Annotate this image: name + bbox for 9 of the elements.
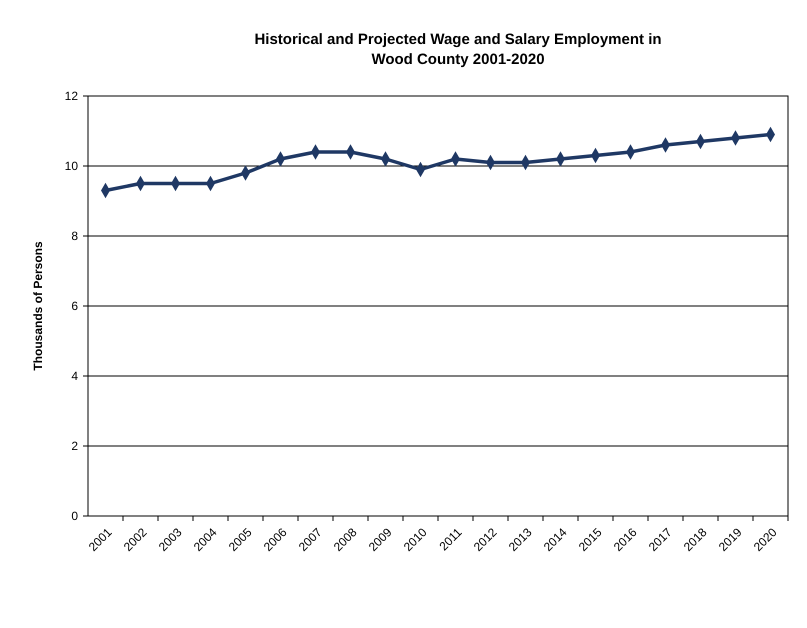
y-tick-label: 12 [64,89,78,104]
y-tick-label: 2 [71,439,78,454]
y-tick-label: 4 [71,369,78,384]
y-tick-label: 6 [71,299,78,314]
y-axis-title: Thousands of Persons [31,241,45,371]
chart-title: Historical and Projected Wage and Salary Employment in Wood County 2001-2020 [254,31,662,68]
y-tick-label: 8 [71,229,78,244]
y-tick-label: 0 [71,509,78,524]
y-tick-label: 10 [64,159,78,174]
